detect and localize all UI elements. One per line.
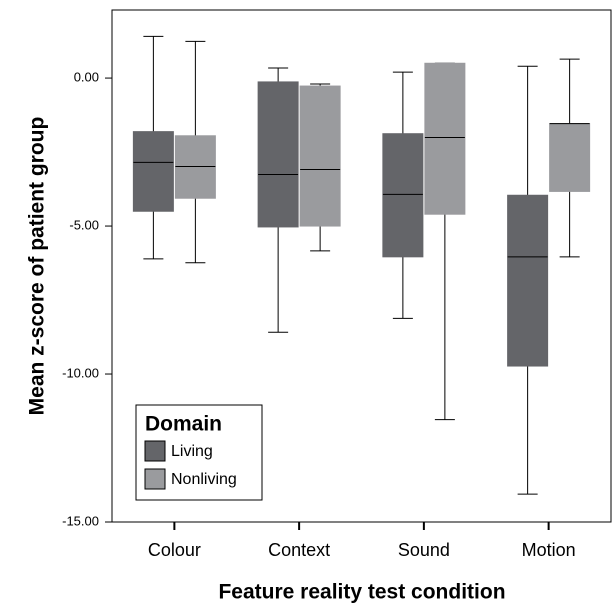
legend-label: Living bbox=[171, 443, 213, 460]
x-tick-label: Motion bbox=[522, 540, 576, 560]
x-tick-label: Sound bbox=[398, 540, 450, 560]
y-tick-label: 0.00 bbox=[74, 70, 99, 85]
legend-title: Domain bbox=[145, 413, 222, 436]
x-tick-label: Context bbox=[268, 540, 330, 560]
legend-swatch bbox=[144, 468, 166, 490]
y-axis-title: Mean z-score of patient group bbox=[26, 117, 49, 416]
y-tick-label: -15.00 bbox=[62, 513, 99, 528]
x-tick-label: Colour bbox=[148, 540, 201, 560]
box bbox=[382, 133, 424, 258]
box bbox=[299, 85, 341, 227]
x-axis-title: Feature reality test condition bbox=[218, 581, 505, 604]
box bbox=[424, 62, 466, 215]
box bbox=[507, 194, 549, 367]
legend-swatch bbox=[144, 440, 166, 462]
plot-frame bbox=[111, 9, 612, 523]
box bbox=[549, 123, 591, 192]
y-tick-label: -10.00 bbox=[62, 365, 99, 380]
box bbox=[132, 131, 174, 212]
box bbox=[257, 81, 299, 228]
y-tick-label: -5.00 bbox=[69, 217, 99, 232]
legend-label: Nonliving bbox=[171, 471, 237, 488]
